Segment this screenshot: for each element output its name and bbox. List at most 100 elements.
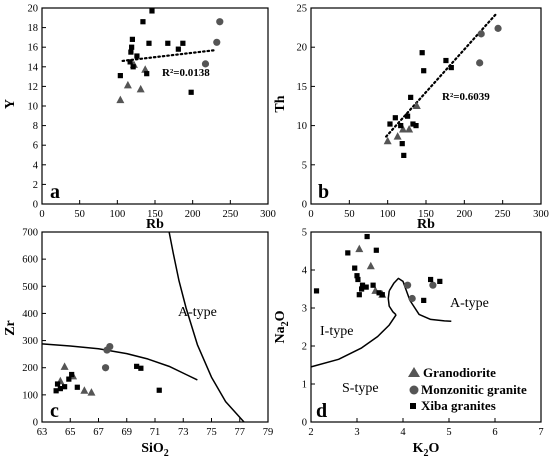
point-granodiorite bbox=[80, 386, 89, 394]
panel-d-ytick-label: 0 bbox=[302, 418, 307, 429]
panel-d-region-i: I-type bbox=[320, 324, 353, 339]
panel-b-xlabel: Rb bbox=[417, 217, 435, 232]
panel-d-xtick-label: 3 bbox=[354, 427, 359, 438]
legend: Granodiorite Monzonitic granite Xiba gra… bbox=[408, 365, 527, 413]
point-xiba-granite bbox=[117, 73, 123, 79]
panel-b-xtick-label: 50 bbox=[344, 209, 355, 220]
panel-d-region-a: A-type bbox=[450, 296, 489, 311]
point-xiba-granite bbox=[359, 282, 366, 288]
panel-c-xtick-label: 69 bbox=[122, 427, 133, 438]
panel-c-ytick-label: 200 bbox=[22, 363, 38, 374]
panel-a-xtick-label: 250 bbox=[222, 209, 238, 220]
point-xiba-granite bbox=[355, 276, 361, 283]
panel-b-ytick-label: 20 bbox=[297, 43, 308, 54]
panel-b-ylabel: Th bbox=[273, 95, 288, 112]
legend-label-monzonitic: Monzonitic granite bbox=[421, 382, 527, 397]
point-monzonitic-granite bbox=[201, 60, 210, 68]
point-xiba-granite bbox=[410, 121, 416, 127]
panel-a-r2: R²=0.0138 bbox=[162, 67, 210, 79]
point-xiba-granite bbox=[352, 265, 358, 271]
panel-c-xtick-label: 73 bbox=[178, 427, 189, 438]
point-granodiorite bbox=[412, 101, 421, 109]
panel-a-ytick-label: 20 bbox=[28, 4, 39, 15]
point-xiba-granite bbox=[156, 387, 162, 393]
panel-a-ytick-label: 6 bbox=[33, 141, 38, 152]
panel-c-xtick-label: 79 bbox=[263, 427, 274, 438]
panel-d-ylabel: Na2O bbox=[273, 310, 291, 343]
point-xiba-granite bbox=[413, 123, 419, 129]
panel-a-trendline bbox=[121, 49, 217, 63]
point-xiba-granite bbox=[354, 273, 360, 279]
panel-d-ytick-label: 1 bbox=[302, 380, 307, 391]
point-xiba-granite bbox=[370, 282, 376, 288]
panel-d-ylabel-main: Na bbox=[273, 326, 288, 343]
panel-a-xlabel: Rb bbox=[146, 217, 164, 232]
panel-a-xtick-label: 150 bbox=[147, 209, 163, 220]
point-monzonitic-granite bbox=[429, 281, 437, 289]
point-xiba-granite bbox=[392, 115, 398, 121]
point-granodiorite bbox=[123, 80, 132, 89]
panel-a-frame bbox=[41, 7, 269, 205]
panel-c-ytick-label: 700 bbox=[22, 228, 38, 239]
point-xiba-granite bbox=[128, 49, 134, 55]
panel-b: 0 50 100 150 200 250 300 0 5 10 15 20 25 Th Rb R²=0.… bbox=[273, 4, 549, 233]
legend-marker-granodiorite bbox=[408, 367, 420, 377]
panel-d-xlabel-sub: 2 bbox=[424, 448, 429, 459]
panel-b-xtick-label: 100 bbox=[380, 209, 396, 220]
point-xiba-granite bbox=[313, 288, 320, 294]
panel-b-trendline bbox=[385, 12, 498, 138]
panel-d-frame bbox=[310, 231, 542, 423]
point-granodiorite bbox=[355, 244, 364, 253]
panel-d-xlabel-main: K bbox=[413, 441, 424, 456]
point-xiba-granite bbox=[399, 141, 405, 147]
point-xiba-granite bbox=[66, 376, 72, 382]
point-granodiorite bbox=[399, 125, 407, 133]
panel-c-xlabel-sub: 2 bbox=[164, 448, 169, 459]
panel-c-xtick-label: 71 bbox=[150, 427, 161, 438]
point-xiba-granite bbox=[408, 94, 414, 100]
point-xiba-granite bbox=[149, 8, 155, 14]
point-xiba-granite bbox=[134, 53, 140, 59]
legend-marker-xiba bbox=[410, 403, 416, 409]
point-xiba-granite bbox=[387, 121, 393, 127]
point-monzonitic-granite bbox=[101, 364, 110, 372]
panel-c-region-a: A-type bbox=[178, 305, 217, 320]
point-xiba-granite bbox=[448, 64, 454, 71]
point-xiba-granite bbox=[53, 388, 59, 394]
panel-a-xtick-label: 0 bbox=[39, 209, 44, 220]
panel-d-xtick-label: 7 bbox=[538, 427, 543, 438]
panel-b-frame bbox=[310, 7, 542, 205]
panel-b-xtick-label: 250 bbox=[495, 209, 511, 220]
panel-c-xtick-label: 75 bbox=[206, 427, 217, 438]
point-xiba-granite bbox=[359, 286, 365, 292]
panel-a-ytick-label: 14 bbox=[28, 62, 39, 73]
point-xiba-granite bbox=[74, 384, 80, 390]
panel-b-xtick-label: 150 bbox=[418, 209, 434, 220]
panel-c-frame bbox=[41, 231, 269, 423]
point-granodiorite bbox=[366, 261, 375, 270]
point-xiba-granite bbox=[138, 365, 144, 371]
point-xiba-granite bbox=[443, 57, 449, 64]
point-granodiorite bbox=[405, 125, 414, 133]
panel-c-ytick-label: 600 bbox=[22, 255, 38, 266]
point-monzonitic-granite bbox=[106, 342, 114, 351]
panel-a-ytick-label: 2 bbox=[33, 180, 38, 191]
panel-c-xtick-label: 65 bbox=[65, 427, 76, 438]
point-xiba-granite bbox=[437, 278, 443, 284]
point-granodiorite bbox=[136, 84, 145, 93]
point-xiba-granite bbox=[188, 89, 194, 95]
point-xiba-granite bbox=[62, 384, 68, 390]
panel-c-boundary-line bbox=[168, 231, 245, 423]
point-xiba-granite bbox=[401, 152, 407, 158]
legend-label-granodiorite: Granodiorite bbox=[423, 365, 496, 380]
point-xiba-granite bbox=[140, 19, 146, 25]
panel-a-ytick-label: 16 bbox=[28, 43, 39, 54]
panel-c-ytick-label: 0 bbox=[33, 418, 38, 429]
panel-c-xlabel-main: SiO bbox=[141, 441, 164, 456]
point-xiba-granite bbox=[364, 233, 370, 240]
panel-b-ytick-label: 10 bbox=[297, 121, 308, 132]
point-monzonitic-granite bbox=[213, 38, 221, 46]
panel-a-xtick-label: 100 bbox=[109, 209, 125, 220]
